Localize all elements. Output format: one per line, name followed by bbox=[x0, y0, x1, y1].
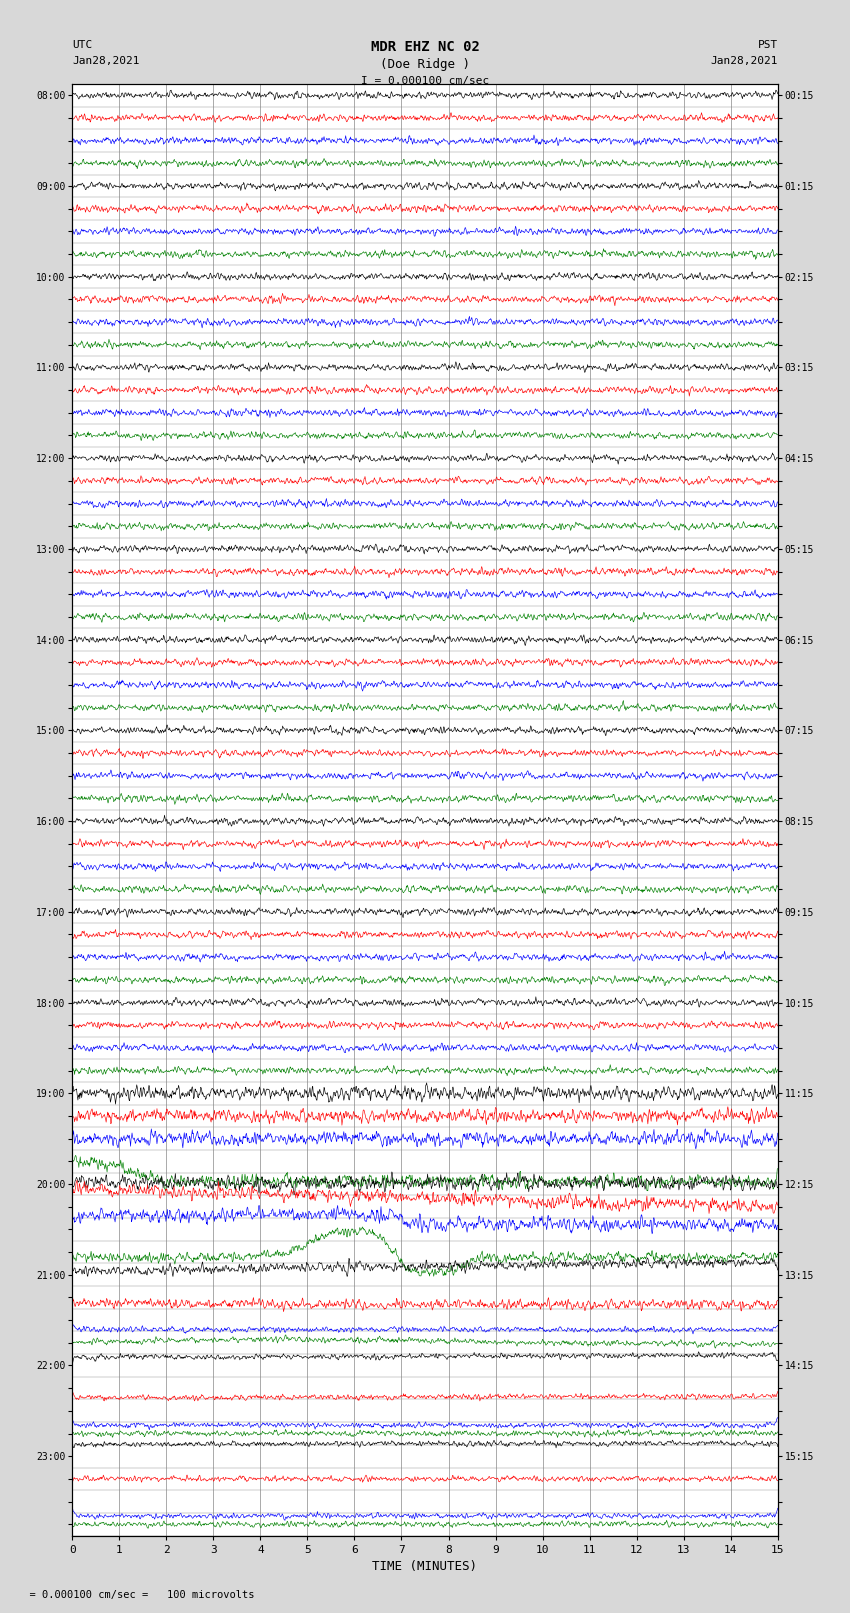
Text: Jan28,2021: Jan28,2021 bbox=[711, 56, 778, 66]
Text: MDR EHZ NC 02: MDR EHZ NC 02 bbox=[371, 40, 479, 55]
Text: = 0.000100 cm/sec =   100 microvolts: = 0.000100 cm/sec = 100 microvolts bbox=[17, 1590, 254, 1600]
Text: Jan28,2021: Jan28,2021 bbox=[72, 56, 139, 66]
Text: I = 0.000100 cm/sec: I = 0.000100 cm/sec bbox=[361, 76, 489, 85]
X-axis label: TIME (MINUTES): TIME (MINUTES) bbox=[372, 1560, 478, 1573]
Text: (Doe Ridge ): (Doe Ridge ) bbox=[380, 58, 470, 71]
Text: PST: PST bbox=[757, 40, 778, 50]
Text: UTC: UTC bbox=[72, 40, 93, 50]
